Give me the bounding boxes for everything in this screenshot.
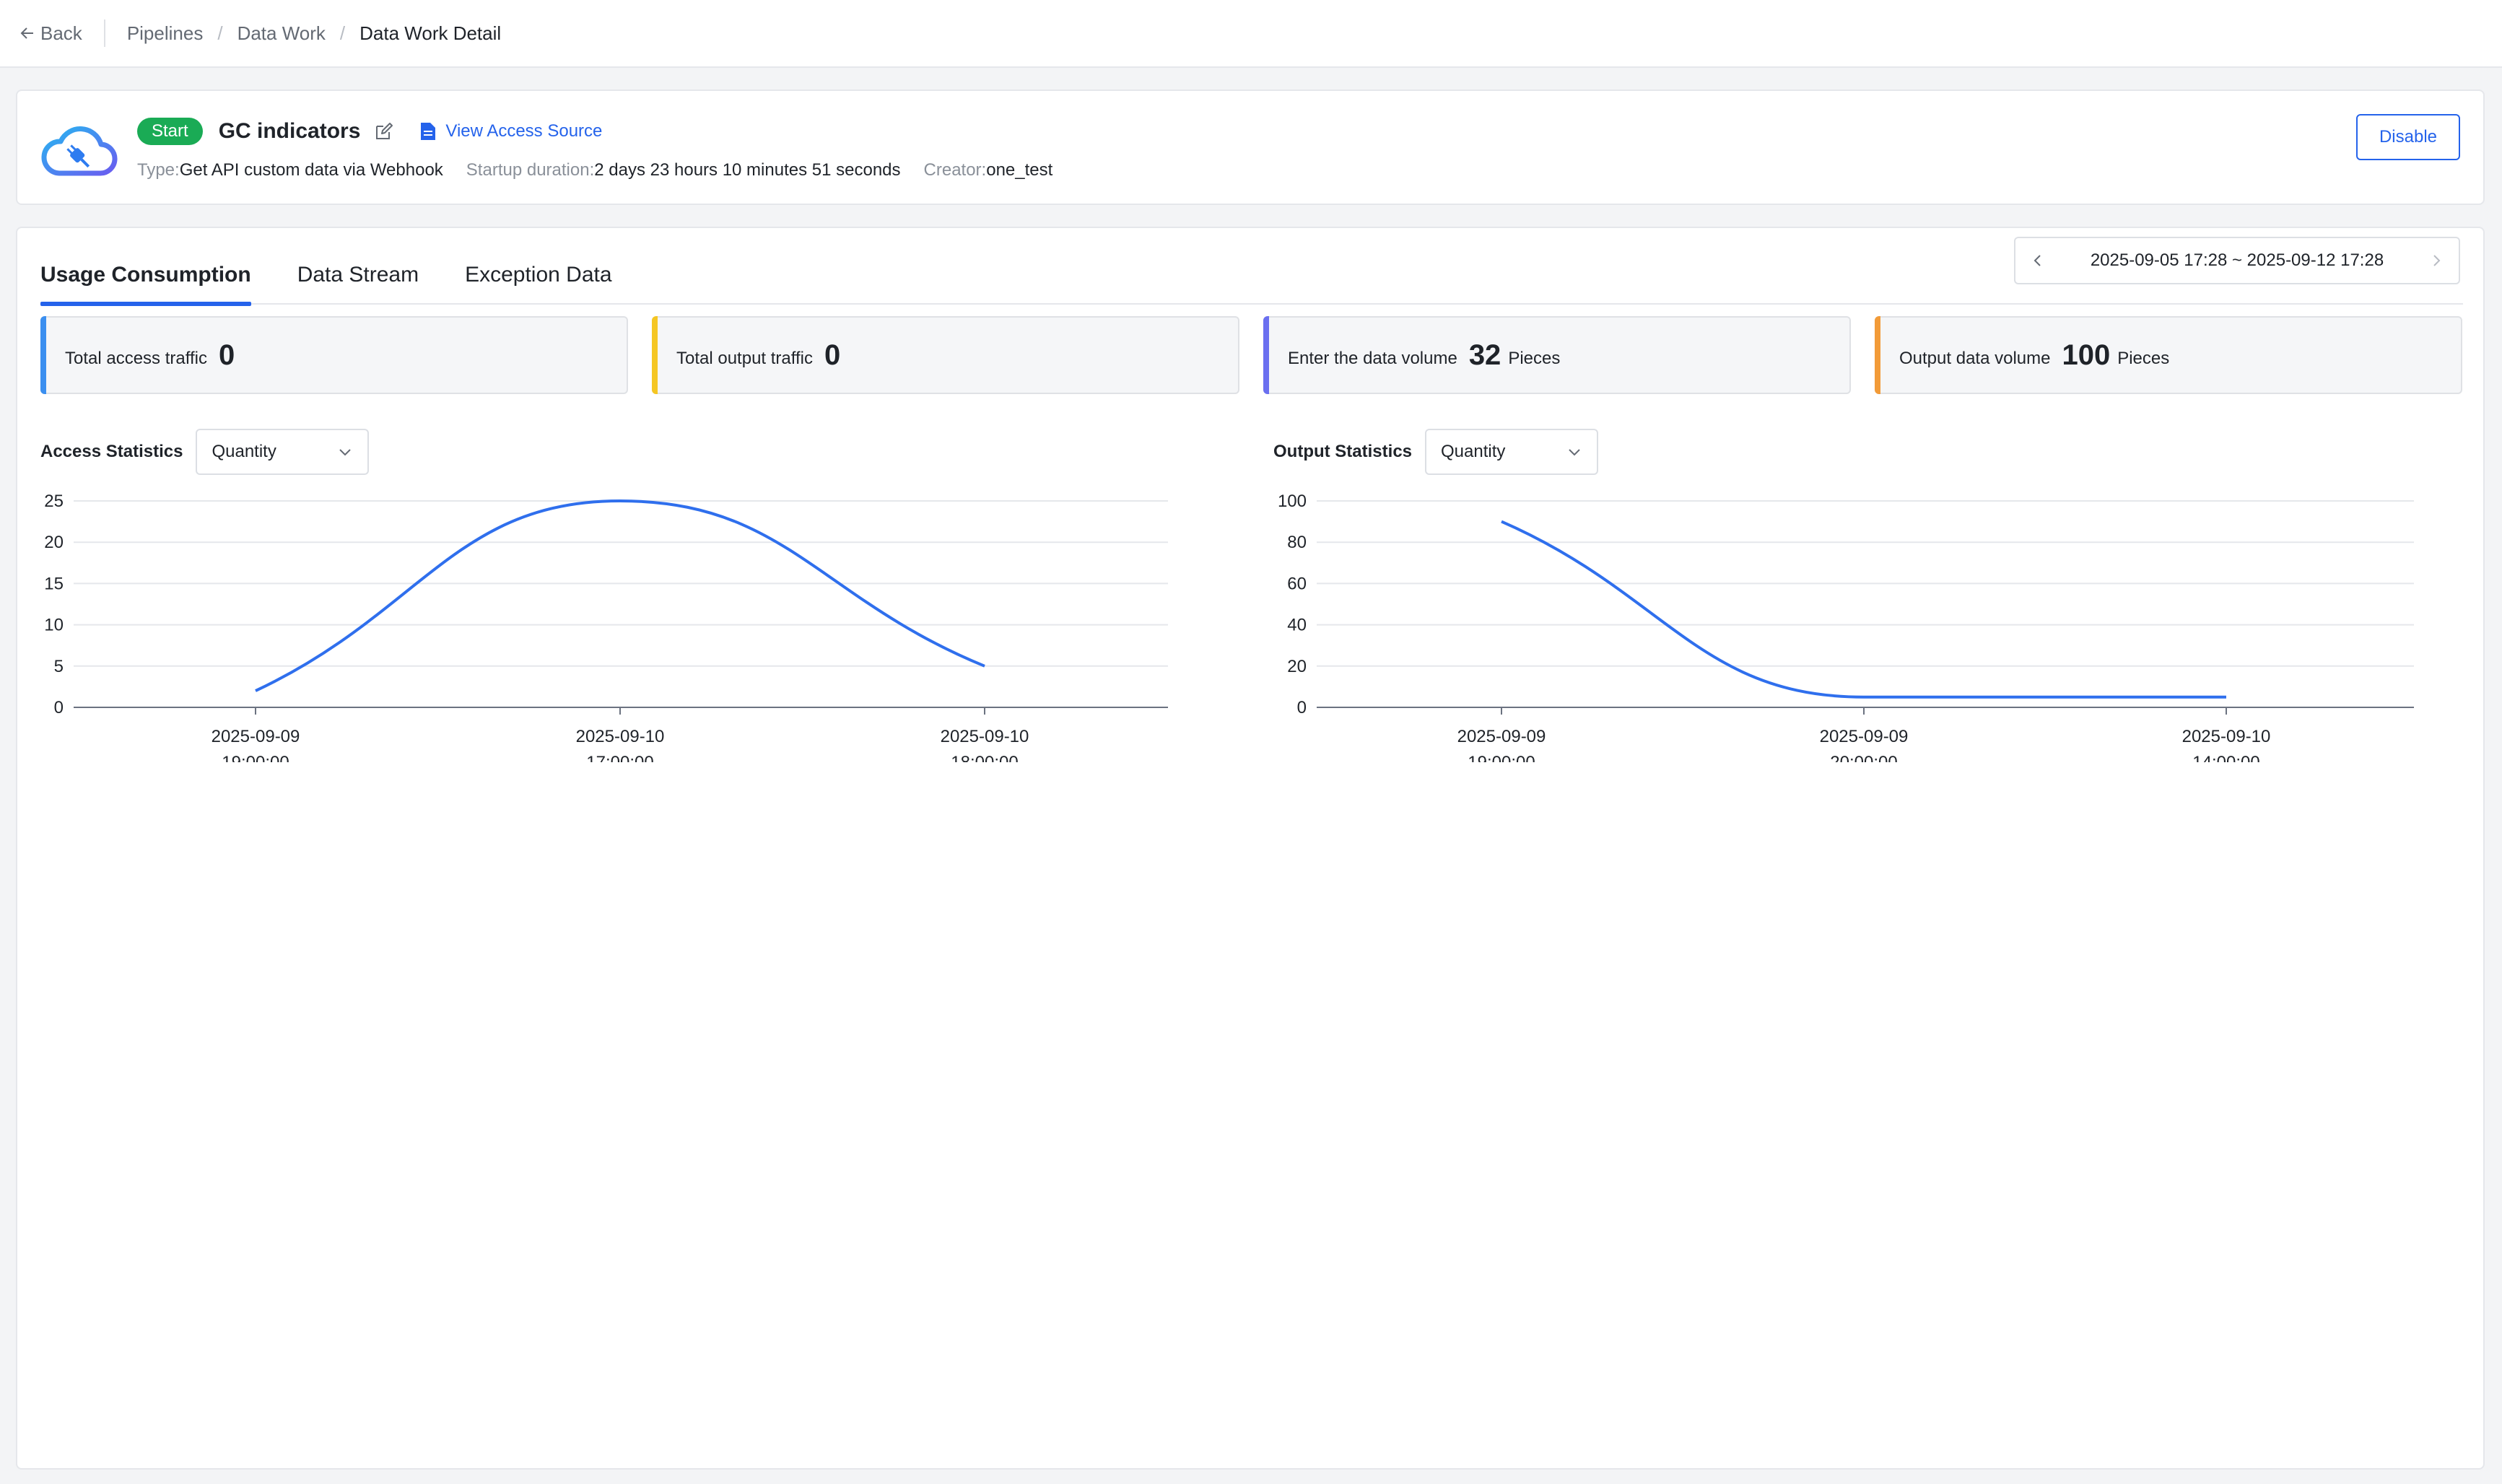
y-tick-label: 10 bbox=[44, 616, 64, 635]
breadcrumb-pipelines[interactable]: Pipelines bbox=[126, 22, 204, 44]
meta-type-label: Type: bbox=[137, 160, 180, 180]
back-button[interactable]: Back bbox=[19, 22, 82, 45]
date-range-value: 2025-09-05 17:28 ~ 2025-09-12 17:28 bbox=[2090, 250, 2384, 270]
cloud-plug-icon bbox=[41, 126, 118, 176]
stat-label: Enter the data volume bbox=[1288, 349, 1457, 368]
x-tick-label-time: 14:00:00 bbox=[2192, 753, 2259, 762]
output-statistics-title: Output Statistics bbox=[1273, 442, 1413, 461]
x-tick-label-date: 2025-09-09 bbox=[1457, 727, 1546, 746]
stat-unit: Pieces bbox=[1508, 349, 1561, 368]
status-badge: Start bbox=[137, 118, 203, 145]
y-tick-label: 15 bbox=[44, 574, 64, 593]
stat-label: Total output traffic bbox=[676, 349, 813, 368]
breadcrumb-current: Data Work Detail bbox=[359, 22, 502, 44]
y-tick-label: 40 bbox=[1287, 616, 1307, 635]
breadcrumb-separator: / bbox=[217, 22, 223, 44]
output-metric-value: Quantity bbox=[1441, 442, 1506, 461]
tab-usage-consumption[interactable]: Usage Consumption bbox=[40, 257, 251, 306]
series-line bbox=[1501, 520, 2226, 699]
stat-value: 0 bbox=[218, 339, 235, 371]
x-tick-label-date: 2025-09-10 bbox=[941, 727, 1029, 746]
y-tick-label: 25 bbox=[44, 492, 64, 511]
x-tick-label-time: 19:00:00 bbox=[222, 753, 289, 762]
back-label: Back bbox=[40, 22, 82, 44]
divider bbox=[103, 19, 105, 47]
access-statistics-header: Access Statistics Quantity bbox=[40, 429, 370, 475]
meta-type: Type:Get API custom data via Webhook bbox=[137, 160, 443, 180]
pipeline-title: GC indicators bbox=[218, 119, 361, 143]
y-tick-label: 0 bbox=[1297, 698, 1307, 717]
main-panel: Usage Consumption Data Stream Exception … bbox=[16, 227, 2485, 1470]
meta-creator-value: one_test bbox=[986, 160, 1053, 180]
x-tick-label-time: 18:00:00 bbox=[951, 753, 1018, 762]
access-metric-value: Quantity bbox=[212, 442, 276, 461]
top-bar: Back Pipelines / Data Work / Data Work D… bbox=[0, 0, 2502, 68]
breadcrumb-separator: / bbox=[339, 22, 346, 44]
x-tick-label-date: 2025-09-10 bbox=[576, 727, 665, 746]
edit-icon[interactable] bbox=[373, 121, 395, 142]
view-access-source-label: View Access Source bbox=[445, 121, 603, 141]
document-icon bbox=[421, 123, 436, 140]
stat-total-output-traffic: Total output traffic 0 bbox=[652, 316, 1239, 394]
stat-label: Output data volume bbox=[1899, 349, 2051, 368]
meta-startup-duration: Startup duration:2 days 23 hours 10 minu… bbox=[466, 160, 901, 180]
x-tick-label-time: 17:00:00 bbox=[586, 753, 653, 762]
y-tick-label: 60 bbox=[1287, 574, 1307, 593]
meta-creator: Creator:one_test bbox=[924, 160, 1053, 180]
x-tick-label-date: 2025-09-10 bbox=[2182, 727, 2271, 746]
meta-duration-value: 2 days 23 hours 10 minutes 51 seconds bbox=[594, 160, 901, 180]
tab-data-stream[interactable]: Data Stream bbox=[297, 263, 419, 287]
y-tick-label: 20 bbox=[1287, 657, 1307, 676]
y-tick-label: 20 bbox=[44, 533, 64, 552]
date-range-picker[interactable]: 2025-09-05 17:28 ~ 2025-09-12 17:28 bbox=[2014, 237, 2460, 284]
y-tick-label: 0 bbox=[54, 698, 64, 717]
meta-duration-label: Startup duration: bbox=[466, 160, 595, 180]
stat-total-access-traffic: Total access traffic 0 bbox=[40, 316, 628, 394]
disable-button[interactable]: Disable bbox=[2356, 114, 2460, 160]
y-tick-label: 100 bbox=[1278, 492, 1307, 511]
stat-value: 100 bbox=[2062, 339, 2111, 371]
breadcrumb-data-work[interactable]: Data Work bbox=[237, 22, 326, 44]
pipeline-meta: Type:Get API custom data via Webhook Sta… bbox=[137, 160, 1076, 180]
arrow-left-icon bbox=[20, 27, 33, 39]
stat-enter-data-volume: Enter the data volume 32 Pieces bbox=[1263, 316, 1851, 394]
meta-type-value: Get API custom data via Webhook bbox=[179, 160, 443, 180]
tab-exception-data[interactable]: Exception Data bbox=[465, 263, 612, 287]
output-statistics-chart: 0 20 40 60 80 100 2025-09-09 19:00:00 2025-09-09… bbox=[1278, 492, 2414, 762]
y-tick-label: 5 bbox=[54, 657, 64, 676]
output-metric-select[interactable]: Quantity bbox=[1425, 429, 1599, 475]
output-statistics-header: Output Statistics Quantity bbox=[1273, 429, 1599, 475]
tab-bar: Usage Consumption Data Stream Exception … bbox=[40, 257, 2463, 306]
chevron-right-icon[interactable] bbox=[2428, 253, 2444, 269]
chevron-down-icon bbox=[1569, 449, 1580, 456]
stat-output-data-volume: Output data volume 100 Pieces bbox=[1875, 316, 2462, 394]
x-tick-label-time: 20:00:00 bbox=[1830, 753, 1897, 762]
stat-value: 0 bbox=[824, 339, 841, 371]
stat-value: 32 bbox=[1468, 339, 1501, 371]
view-access-source-link[interactable]: View Access Source bbox=[419, 121, 602, 141]
stat-unit: Pieces bbox=[2117, 349, 2170, 368]
stat-label: Total access traffic bbox=[65, 349, 207, 368]
meta-creator-label: Creator: bbox=[923, 160, 987, 180]
access-statistics-title: Access Statistics bbox=[40, 442, 183, 461]
x-tick-label-date: 2025-09-09 bbox=[212, 727, 300, 746]
y-tick-label: 80 bbox=[1287, 533, 1307, 552]
x-tick-label-date: 2025-09-09 bbox=[1820, 727, 1909, 746]
pipeline-header-card: Start GC indicators View Access Source T… bbox=[16, 90, 2485, 205]
x-tick-label-time: 19:00:00 bbox=[1468, 753, 1535, 762]
access-statistics-chart: 0 5 10 15 20 25 2025-09-09 19:00:00 2025-09-10 17… bbox=[44, 492, 1168, 762]
access-metric-select[interactable]: Quantity bbox=[196, 429, 370, 475]
series-line bbox=[255, 499, 985, 692]
chevron-left-icon[interactable] bbox=[2030, 253, 2046, 269]
chevron-down-icon bbox=[339, 449, 352, 456]
